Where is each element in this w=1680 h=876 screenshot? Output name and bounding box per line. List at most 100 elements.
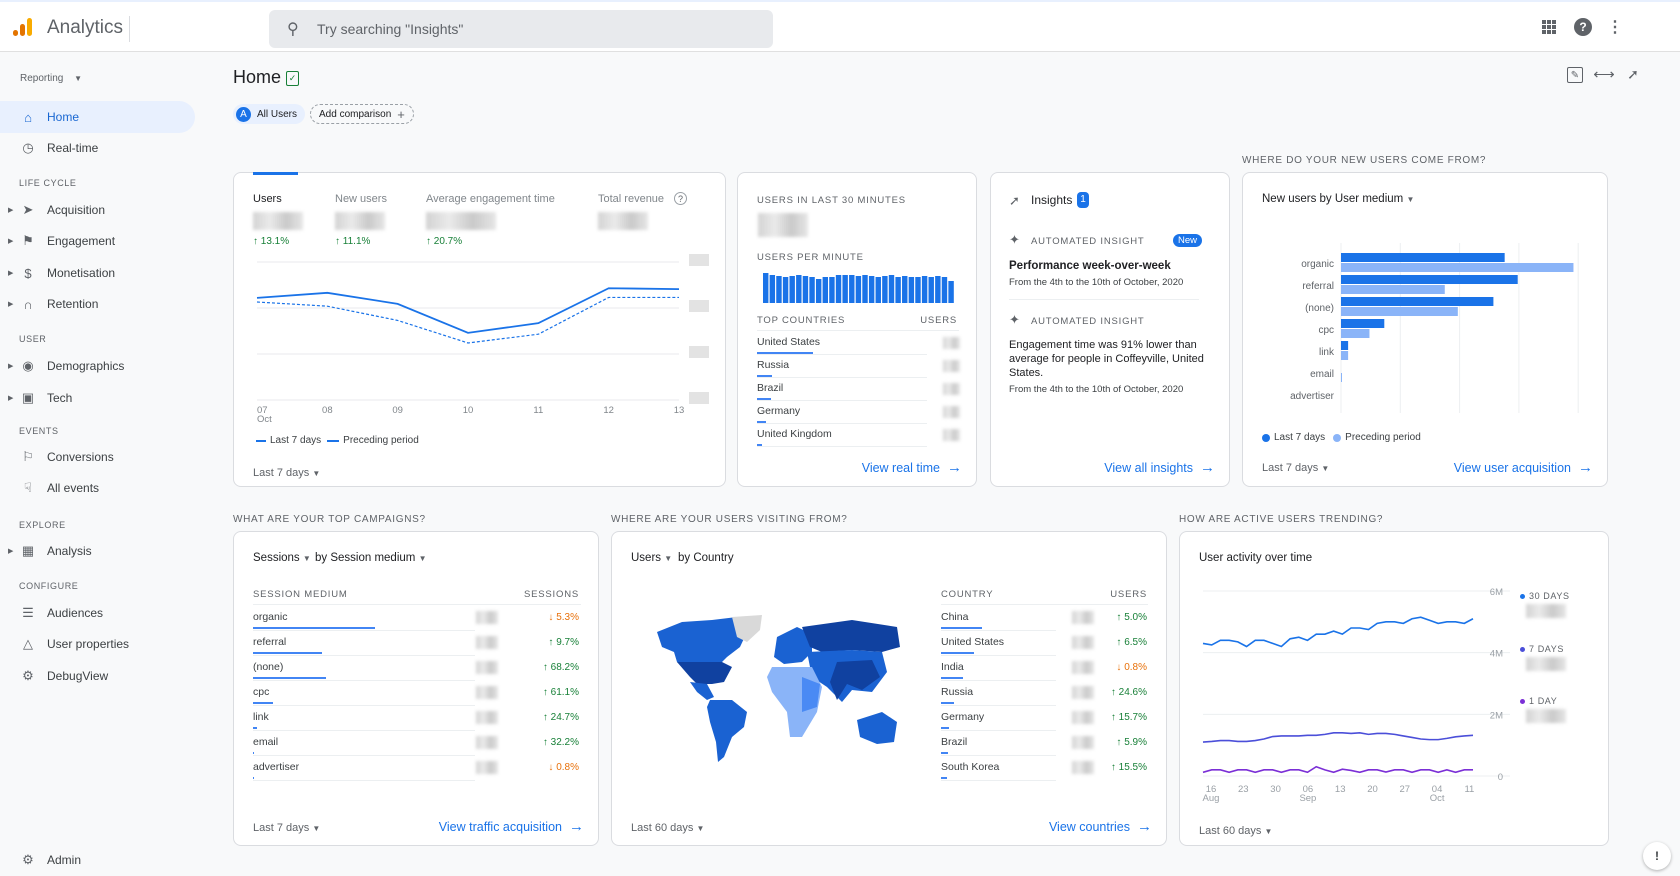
insights-icon: ➚	[1009, 193, 1020, 208]
users-per-minute-bar	[928, 277, 934, 303]
sidebar-item-all-events[interactable]: ☟ All events	[0, 472, 195, 504]
view-traffic-acquisition-link[interactable]: View traffic acquisition →	[439, 818, 584, 835]
date-range-dropdown[interactable]: Last 7 days ▼	[253, 467, 320, 479]
metric-dimension-dropdown[interactable]: New users by User medium ▼	[1262, 193, 1414, 205]
y-tick-label: 4M	[1490, 649, 1503, 660]
sidebar-item-home[interactable]: ⌂ Home	[0, 101, 195, 133]
divider	[941, 780, 1056, 781]
legend-item: 30 DAYS	[1520, 591, 1570, 601]
value-blurred	[476, 736, 498, 749]
value-blurred	[476, 636, 498, 649]
edit-report-icon[interactable]: ✎	[1567, 67, 1583, 83]
search-input[interactable]: ⚲ Try searching "Insights"	[269, 10, 773, 48]
expand-caret-icon[interactable]: ▶	[8, 270, 14, 277]
share-bar	[757, 421, 766, 423]
active-tab-indicator	[253, 172, 298, 175]
sidebar-item-acquisition[interactable]: ▶ ➤ Acquisition	[0, 194, 195, 226]
map-south-america	[707, 700, 747, 762]
expand-caret-icon[interactable]: ▶	[8, 301, 14, 308]
chart-legend: Last 7 days Preceding period	[1262, 432, 1421, 443]
feedback-icon[interactable]: !	[1643, 842, 1671, 870]
value-blurred	[1072, 636, 1094, 649]
row-label: China	[941, 611, 969, 623]
share-bar	[941, 702, 954, 704]
view-countries-link[interactable]: View countries →	[1049, 818, 1152, 835]
metric-change-value: 20.7%	[433, 236, 463, 247]
users-per-minute-bar	[935, 276, 941, 303]
date-range-dropdown[interactable]: Last 60 days ▼	[1199, 825, 1272, 837]
dollar-icon: $	[24, 265, 32, 281]
sidebar-item-label: All events	[47, 481, 100, 495]
expand-caret-icon[interactable]: ▶	[8, 548, 14, 555]
metric-tab-label[interactable]: New users	[335, 193, 387, 205]
sidebar-item-analysis[interactable]: ▶ ▦ Analysis	[0, 535, 195, 567]
y-tick-label-blurred	[689, 300, 709, 312]
all-users-chip[interactable]: A All Users	[233, 104, 306, 124]
users-per-minute-bar	[763, 273, 769, 303]
divider	[253, 630, 475, 631]
share-bar	[941, 677, 963, 679]
metric-dropdown[interactable]: Sessions ▼	[253, 552, 311, 564]
view-realtime-link[interactable]: View real time →	[862, 459, 962, 476]
x-tick-label: 08	[322, 405, 333, 416]
share-icon[interactable]: ⟷	[1593, 66, 1615, 83]
expand-caret-icon[interactable]: ▶	[8, 207, 14, 214]
insights-trend-icon[interactable]: ➚	[1627, 65, 1639, 82]
more-vert-icon[interactable]: ⋮	[1607, 19, 1623, 36]
divider	[129, 16, 130, 42]
reporting-dropdown[interactable]: Reporting ▼	[20, 73, 82, 84]
category-label: link	[1319, 347, 1335, 358]
sidebar-item-conversions[interactable]: ⚐ Conversions	[0, 441, 195, 473]
metric-tab-label[interactable]: Users	[253, 193, 282, 205]
bug-icon: ⚙	[22, 668, 34, 683]
sidebar-item-retention[interactable]: ▶ ∩ Retention	[0, 288, 195, 320]
divider	[757, 423, 927, 424]
divider	[757, 377, 927, 378]
x-tick-label: 09	[392, 405, 403, 416]
users-per-minute-bar	[842, 275, 848, 303]
metric-tab-label[interactable]: Total revenue	[598, 193, 665, 205]
share-bar	[941, 752, 948, 754]
arrow-up-icon: ↑	[426, 236, 434, 247]
metric-tab-label[interactable]: Average engagement time	[426, 193, 555, 205]
view-user-acquisition-link[interactable]: View user acquisition →	[1454, 459, 1593, 476]
sidebar-item-engagement[interactable]: ▶ ⚑ Engagement	[0, 225, 195, 257]
sidebar-item-audiences[interactable]: ☰ Audiences	[0, 597, 195, 629]
users-per-minute-bar	[895, 277, 901, 303]
expand-caret-icon[interactable]: ▶	[8, 238, 14, 245]
share-bar	[253, 652, 322, 654]
expand-caret-icon[interactable]: ▶	[8, 395, 14, 402]
metric-dropdown[interactable]: Users ▼	[631, 552, 672, 564]
sidebar-item-monetisation[interactable]: ▶ $ Monetisation	[0, 257, 195, 289]
arrow-up-icon: ↑	[253, 236, 261, 247]
users-per-minute-bar	[782, 277, 789, 303]
sidebar-item-demographics[interactable]: ▶ ◉ Demographics	[0, 350, 195, 382]
bar-last-7-days	[1341, 297, 1494, 306]
sidebar-section-events: EVENTS	[19, 426, 59, 436]
expand-caret-icon[interactable]: ▶	[8, 363, 14, 370]
sidebar-item-debugview[interactable]: ⚙ DebugView	[0, 660, 195, 692]
insight-headline[interactable]: Engagement time was 91% lower than avera…	[1009, 339, 1204, 379]
sidebar-item-user-properties[interactable]: △ User properties	[0, 628, 195, 660]
dimension-dropdown[interactable]: by Session medium ▼	[315, 552, 426, 564]
date-range-dropdown[interactable]: Last 60 days ▼	[631, 822, 704, 834]
arrow-down-icon: ↓	[548, 612, 557, 623]
view-all-insights-link[interactable]: View all insights →	[1104, 459, 1215, 476]
insight-headline[interactable]: Performance week-over-week	[1009, 260, 1171, 272]
apps-grid-icon[interactable]	[1540, 18, 1558, 36]
bar-preceding	[1341, 285, 1445, 294]
date-range-dropdown[interactable]: Last 7 days ▼	[1262, 462, 1329, 474]
sidebar-item-admin[interactable]: ⚙ Admin	[0, 844, 195, 876]
add-comparison-button[interactable]: Add comparison +	[310, 104, 414, 124]
help-icon[interactable]: ?	[1574, 18, 1592, 36]
arrow-up-icon: ↑	[1116, 737, 1125, 748]
sidebar-item-tech[interactable]: ▶ ▣ Tech	[0, 382, 195, 414]
col-country: COUNTRY	[941, 589, 994, 600]
help-circle-icon[interactable]: ?	[674, 192, 687, 205]
sidebar-item-realtime[interactable]: ◷ Real-time	[0, 132, 195, 164]
arrow-up-icon: ↑	[542, 662, 551, 673]
divider	[941, 705, 1056, 706]
arrow-right-icon: →	[1578, 459, 1593, 476]
arrow-right-icon: →	[1200, 459, 1215, 476]
date-range-dropdown[interactable]: Last 7 days ▼	[253, 822, 320, 834]
